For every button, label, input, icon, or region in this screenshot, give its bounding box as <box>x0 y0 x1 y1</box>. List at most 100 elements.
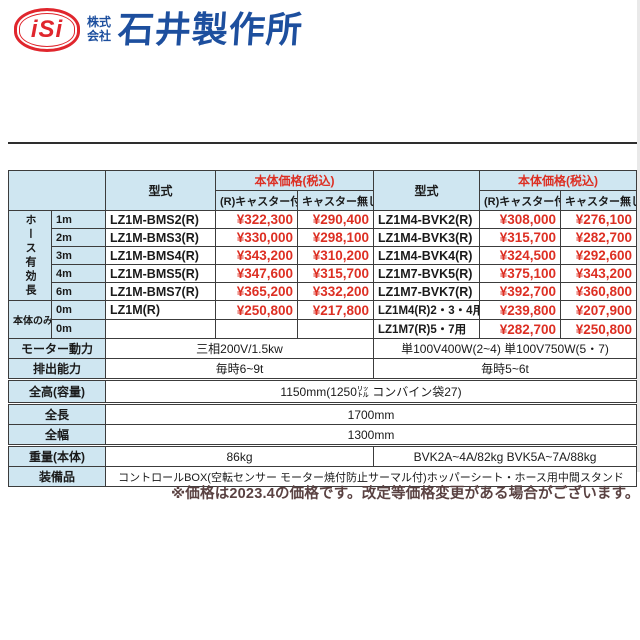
col-header-nocaster-2: キャスター無し <box>560 190 637 211</box>
col-header-model-2: 型式 <box>373 170 480 211</box>
model-cell: LZ1M-BMS3(R) <box>105 228 216 247</box>
spec-row-weight: 重量(本体) 86kg BVK2A~4A/82kg BVK5A~7A/88kg <box>8 444 637 467</box>
price-cell: ¥375,100 <box>479 264 561 283</box>
company-logo: iSi 株式 会社 石井製作所 <box>14 8 305 52</box>
spec-label: 重量(本体) <box>8 444 106 467</box>
col-header-model-1: 型式 <box>105 170 216 211</box>
price-cell: ¥250,800 <box>215 300 298 320</box>
col-header-caster-2: (R)キャスター付 <box>479 190 561 211</box>
price-cell: ¥324,500 <box>479 246 561 265</box>
price-cell: ¥315,700 <box>297 264 374 283</box>
model-cell: LZ1M4(R)2・3・4用 <box>373 300 480 320</box>
spec-row-motor: モーター動力 三相200V/1.5kw 単100V400W(2~4) 単100V… <box>8 338 637 359</box>
price-footnote: ※価格は2023.4の価格です。改定等価格変更がある場合がございます。 <box>171 486 640 502</box>
price-cell: ¥207,900 <box>560 300 637 320</box>
spec-value: 三相200V/1.5kw <box>105 338 374 359</box>
price-cell: ¥332,200 <box>297 282 374 301</box>
company-prefix-top: 株式 <box>87 15 112 30</box>
corner-cell <box>8 170 106 211</box>
price-cell: ¥315,700 <box>479 228 561 247</box>
spec-value: 1150mm(1250㍑ コンバイン袋27) <box>105 378 637 404</box>
model-cell: LZ1M7-BVK7(R) <box>373 282 480 301</box>
table-row: 2m LZ1M-BMS3(R) ¥330,000 ¥298,100 LZ1M4-… <box>9 228 637 247</box>
model-cell: LZ1M-BMS2(R) <box>105 210 216 229</box>
spec-label: 排出能力 <box>8 358 106 380</box>
model-cell: LZ1M4-BVK2(R) <box>373 210 480 229</box>
length-cell: 0m <box>51 300 106 320</box>
model-cell: LZ1M-BMS4(R) <box>105 246 216 265</box>
col-header-price-group-2: 本体価格(税込) <box>479 170 637 191</box>
length-cell: 4m <box>51 264 106 283</box>
length-cell: 3m <box>51 246 106 265</box>
spec-row-discharge: 排出能力 毎時6~9t 毎時5~6t <box>8 358 637 380</box>
spec-label: 全長 <box>8 402 106 425</box>
spec-value: 1300mm <box>105 424 637 446</box>
price-cell: ¥298,100 <box>297 228 374 247</box>
length-cell: 0m <box>51 319 106 339</box>
model-cell: LZ1M7-BVK5(R) <box>373 264 480 283</box>
spec-row-width: 全幅 1300mm <box>8 424 637 446</box>
company-prefix-bottom: 会社 <box>87 29 112 43</box>
spec-label: 全幅 <box>8 424 106 446</box>
spec-row-equipment: 装備品 コントロールBOX(空転センサー モーター焼付防止サーマル付)ホッパーシ… <box>8 466 637 487</box>
price-cell: ¥290,400 <box>297 210 374 229</box>
price-cell: ¥292,600 <box>560 246 637 265</box>
spec-value: 単100V400W(2~4) 単100V750W(5・7) <box>373 338 637 359</box>
table-row: 本体のみ 0m LZ1M(R) ¥250,800 ¥217,800 LZ1M4(… <box>8 300 637 339</box>
model-cell: LZ1M4-BVK3(R) <box>373 228 480 247</box>
price-cell: ¥347,600 <box>215 264 298 283</box>
spec-label: 全高(容量) <box>8 378 106 404</box>
price-cell: ¥392,700 <box>479 282 561 301</box>
model-cell: LZ1M-BMS5(R) <box>105 264 216 283</box>
price-cell: ¥217,800 <box>297 300 374 320</box>
table-row: 6m LZ1M-BMS7(R) ¥365,200 ¥332,200 LZ1M7-… <box>9 282 637 301</box>
isi-logo-icon: iSi <box>14 8 80 52</box>
price-cell: ¥365,200 <box>215 282 298 301</box>
spec-label: モーター動力 <box>8 338 106 359</box>
divider-rule <box>8 142 637 144</box>
col-header-nocaster-1: キャスター無し <box>297 190 374 211</box>
company-name: 石井製作所 <box>116 9 305 50</box>
price-cell: ¥308,000 <box>479 210 561 229</box>
price-cell: ¥330,000 <box>215 228 298 247</box>
spec-value: コントロールBOX(空転センサー モーター焼付防止サーマル付)ホッパーシート・ホ… <box>105 466 637 487</box>
model-cell <box>105 319 216 339</box>
spec-row-length: 全長 1700mm <box>8 402 637 425</box>
length-cell: 6m <box>51 282 106 301</box>
length-cell: 2m <box>51 228 106 247</box>
price-cell: ¥343,200 <box>560 264 637 283</box>
table-row: ホース有効長 1m LZ1M-BMS2(R) ¥322,300 ¥290,400… <box>8 210 637 301</box>
spec-value: 毎時6~9t <box>105 358 374 380</box>
price-cell: ¥239,800 <box>479 300 561 320</box>
price-spec-table: 型式 本体価格(税込) 型式 本体価格(税込) (R)キャスター付 キャスター無… <box>8 170 637 487</box>
col-header-caster-1: (R)キャスター付 <box>215 190 298 211</box>
price-cell: ¥322,300 <box>215 210 298 229</box>
spec-value: BVK2A~4A/82kg BVK5A~7A/88kg <box>373 444 637 467</box>
col-header-price-group-1: 本体価格(税込) <box>215 170 374 191</box>
model-cell: LZ1M(R) <box>105 300 216 320</box>
spec-value: 1700mm <box>105 402 637 425</box>
price-cell: ¥250,800 <box>560 319 637 339</box>
model-cell: LZ1M7(R)5・7用 <box>373 319 480 339</box>
spec-row-height: 全高(容量) 1150mm(1250㍑ コンバイン袋27) <box>8 378 637 404</box>
table-row: 3m LZ1M-BMS4(R) ¥343,200 ¥310,200 LZ1M4-… <box>9 246 637 265</box>
spec-value: 毎時5~6t <box>373 358 637 380</box>
table-row: 0m LZ1M7(R)5・7用 ¥282,700 ¥250,800 <box>9 319 637 339</box>
price-cell: ¥282,700 <box>560 228 637 247</box>
spec-label: 装備品 <box>8 466 106 487</box>
price-cell <box>297 319 374 339</box>
model-cell: LZ1M-BMS7(R) <box>105 282 216 301</box>
scan-edge <box>637 0 640 472</box>
price-cell: ¥310,200 <box>297 246 374 265</box>
model-cell: LZ1M4-BVK4(R) <box>373 246 480 265</box>
spec-value: 86kg <box>105 444 374 467</box>
table-row: 4m LZ1M-BMS5(R) ¥347,600 ¥315,700 LZ1M7-… <box>9 264 637 283</box>
body-only-group-label: 本体のみ <box>8 300 52 339</box>
price-cell: ¥360,800 <box>560 282 637 301</box>
price-cell: ¥276,100 <box>560 210 637 229</box>
hose-length-group-label: ホース有効長 <box>8 210 52 301</box>
company-prefix: 株式 会社 <box>87 15 112 44</box>
price-cell <box>215 319 298 339</box>
length-cell: 1m <box>51 210 106 229</box>
price-cell: ¥343,200 <box>215 246 298 265</box>
